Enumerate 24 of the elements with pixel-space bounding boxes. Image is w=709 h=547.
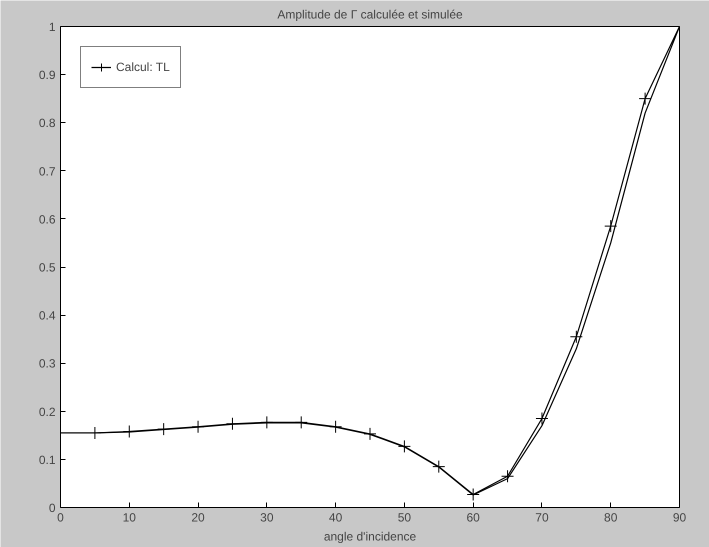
y-tick-label: 1 xyxy=(48,20,56,34)
x-tick-label: 50 xyxy=(398,510,412,524)
y-tick-label: 0.4 xyxy=(38,308,56,323)
x-tick-label: 0 xyxy=(57,510,64,524)
y-tick-label: 0.9 xyxy=(38,68,56,82)
y-tick-label: 0.1 xyxy=(38,452,56,467)
y-tick-label: 0.8 xyxy=(38,116,56,130)
y-tick-label: 0.5 xyxy=(38,260,56,274)
y-tick-label: 0.7 xyxy=(38,164,56,178)
chart-title: Amplitude de Γ calculée et simulée xyxy=(277,8,464,22)
x-tick-label: 70 xyxy=(535,510,549,524)
x-tick-label: 60 xyxy=(466,510,480,524)
x-tick-label: 90 xyxy=(672,510,686,524)
y-tick-label: 0 xyxy=(48,501,56,515)
legend-label: Calcul: TL xyxy=(116,60,170,74)
x-axis-title: angle d'incidence xyxy=(324,530,417,544)
x-tick-label: 10 xyxy=(122,510,136,524)
y-tick-label: 0.3 xyxy=(38,356,56,371)
x-tick-label: 30 xyxy=(260,510,274,524)
y-tick-label: 0.6 xyxy=(38,212,56,226)
x-tick-label: 40 xyxy=(328,510,343,524)
x-tick-label: 80 xyxy=(604,510,618,524)
x-tick-label: 20 xyxy=(191,510,206,524)
y-tick-label: 0.2 xyxy=(38,404,56,419)
